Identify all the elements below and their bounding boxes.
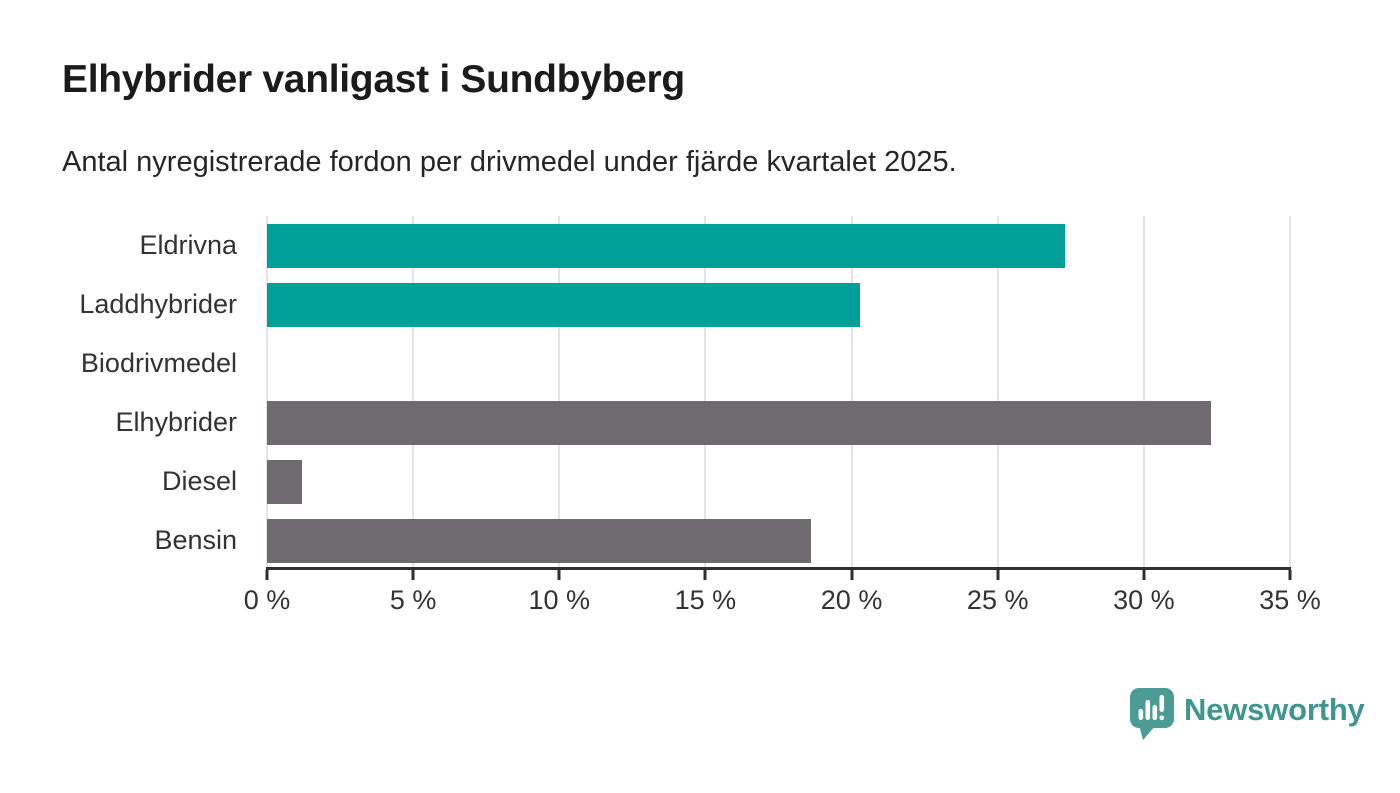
x-tick (265, 570, 269, 580)
x-axis-line (266, 567, 1291, 570)
x-tick-label: 25 % (966, 585, 1029, 615)
gridline (412, 216, 415, 568)
bar-eldrivna (267, 223, 1065, 268)
newsworthy-wordmark: Newsworthy (1184, 692, 1365, 727)
x-tick (850, 570, 854, 580)
x-tick (703, 570, 707, 580)
gridline (996, 216, 999, 568)
category-label: Laddhybrider (79, 289, 237, 319)
x-tick-label: 30 % (1113, 585, 1175, 615)
chart-title: Elhybrider vanligast i Sundbyberg (62, 58, 685, 101)
gridline (1142, 216, 1145, 568)
bar-laddhybrider (267, 282, 861, 327)
gridline (850, 216, 853, 568)
x-tick-label: 0 % (243, 585, 291, 615)
chart-subtitle: Antal nyregistrerade fordon per drivmede… (62, 146, 957, 178)
category-label: Eldrivna (139, 230, 237, 260)
x-tick (557, 570, 561, 580)
newsworthy-pin-icon (1130, 688, 1174, 740)
x-tick (1288, 570, 1292, 580)
x-tick-label: 15 % (674, 585, 737, 615)
plot-area: 0 % 5 % 10 % 15 % 20 % 25 % 30 % 35 % (244, 216, 1321, 615)
x-tick-label: 10 % (528, 585, 591, 615)
newsworthy-logo: Newsworthy (1129, 687, 1365, 741)
gridline (558, 216, 561, 568)
gridline (266, 216, 268, 568)
category-label: Elhybrider (115, 407, 237, 437)
category-label: Biodrivmedel (80, 348, 237, 378)
x-tick (1142, 570, 1146, 580)
x-tick (996, 570, 1000, 580)
bar-bensin (267, 518, 811, 563)
gridline (704, 216, 707, 568)
x-tick-label: 35 % (1259, 585, 1321, 615)
x-tick (411, 570, 415, 580)
bar-diesel (267, 459, 303, 504)
bar-elhybrider (267, 400, 1212, 445)
x-tick-label: 5 % (389, 585, 437, 615)
category-label: Bensin (154, 525, 237, 555)
x-tick-label: 20 % (820, 585, 883, 615)
category-label: Diesel (161, 466, 237, 496)
gridline (1289, 216, 1291, 568)
category-axis: Eldrivna Laddhybrider Biodrivmedel Elhybrid… (0, 216, 252, 570)
